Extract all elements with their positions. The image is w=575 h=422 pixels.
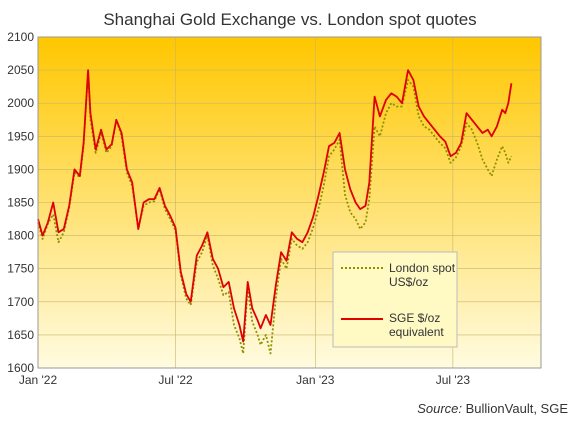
series-layer: [37, 69, 513, 355]
x-tick-label: Jul '22: [158, 373, 193, 387]
legend: London spot US$/oz SGE $/oz equivalent: [332, 251, 458, 348]
source-note: Source: BullionVault, SGE: [417, 401, 568, 416]
x-tick-label: Jan '23: [296, 373, 335, 387]
chart-title: Shanghai Gold Exchange vs. London spot q…: [103, 10, 476, 29]
x-tick-label: Jul '23: [436, 373, 471, 387]
source-label: Source:: [417, 401, 462, 416]
legend-label-line: US$/oz: [389, 275, 428, 289]
legend-label-line: London spot: [389, 261, 456, 275]
y-tick-label: 1700: [7, 295, 34, 309]
y-tick-label: 2000: [7, 96, 34, 110]
y-tick-label: 1950: [7, 129, 34, 143]
y-tick-label: 1900: [7, 162, 34, 176]
y-tick-label: 2050: [7, 63, 34, 77]
plot-frame: [37, 36, 542, 369]
legend-label-line: equivalent: [389, 325, 444, 339]
x-axis-tick-labels: Jan '22 Jul '22 Jan '23 Jul '23: [19, 373, 471, 387]
legend-label-line: SGE $/oz: [389, 311, 440, 325]
y-tick-label: 1800: [7, 229, 34, 243]
y-tick-label: 1600: [7, 361, 34, 375]
y-tick-label: 1850: [7, 196, 34, 210]
y-tick-label: 1650: [7, 328, 34, 342]
y-tick-label: 1750: [7, 262, 34, 276]
legend-label-sge: SGE $/oz equivalent: [389, 311, 444, 339]
y-axis-tick-labels: 1600 1650 1700 1750 1800 1850 1900 1950 2000 2050…: [7, 30, 34, 375]
legend-label-london: London spot US$/oz: [389, 261, 456, 289]
y-tick-label: 2100: [7, 30, 34, 44]
series-line-sge: [37, 69, 513, 343]
source-text: BullionVault, SGE: [462, 401, 568, 416]
x-tick-label: Jan '22: [19, 373, 58, 387]
